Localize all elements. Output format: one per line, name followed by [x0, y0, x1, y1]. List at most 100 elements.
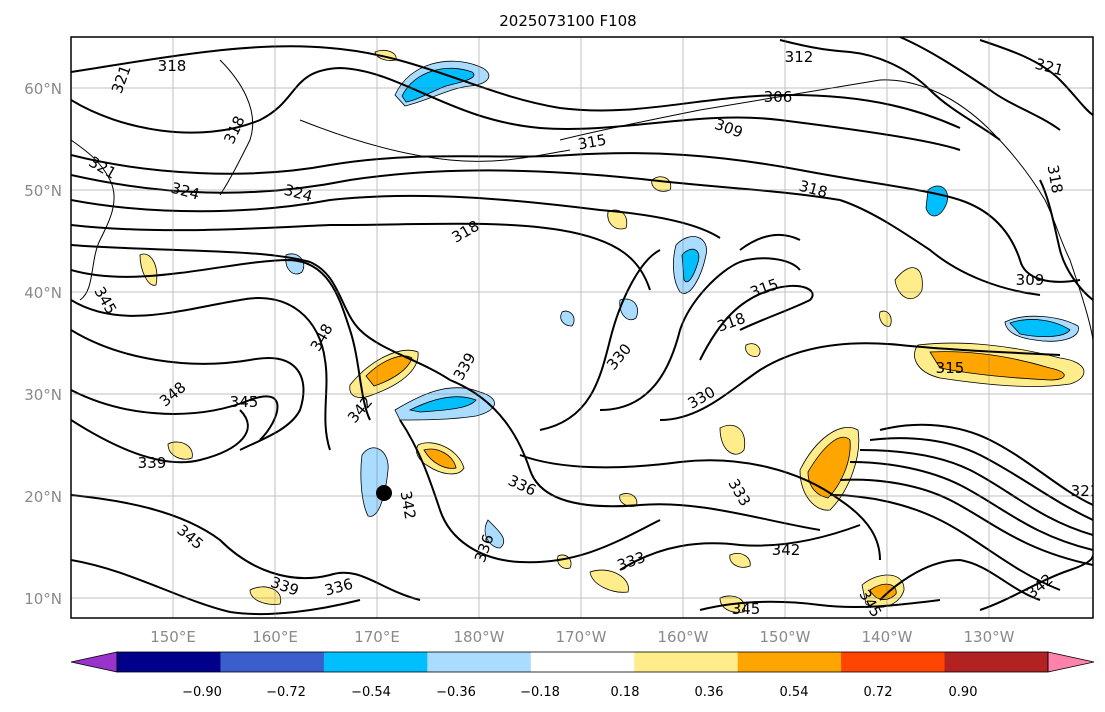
orange-patch-140w-core	[869, 583, 897, 600]
contour-line	[399, 419, 661, 564]
colorbar-tick-label: 0.18	[611, 685, 640, 700]
contour-line	[599, 257, 801, 411]
colorbar-extend-high	[1047, 651, 1095, 673]
cyan-core-bering	[401, 67, 475, 103]
colorbar	[70, 651, 1095, 673]
contour-line	[539, 249, 661, 431]
contour-line	[71, 329, 305, 451]
contour-line	[619, 524, 861, 571]
map-area	[71, 37, 1093, 618]
contour-line	[449, 379, 821, 531]
map-frame	[70, 36, 1094, 619]
contour-label: 315	[936, 359, 965, 377]
yellow-patch-7	[249, 586, 282, 605]
contour-label: 342	[772, 541, 801, 559]
contour-line	[959, 199, 1081, 283]
contour-line	[779, 39, 1001, 141]
orange-patch-subtrop-core	[807, 436, 851, 499]
colorbar-tick-label: 0.54	[780, 685, 809, 700]
contour-line	[829, 494, 1061, 591]
map-title: 2025073100 F108	[499, 12, 636, 30]
lon-label: 150°E	[150, 628, 196, 646]
colorbar-segment	[841, 652, 946, 672]
lon-tick-labels: 150°E 160°E 170°E 180°W 170°W 160°W 150°…	[150, 628, 1014, 646]
contour-line	[71, 494, 421, 601]
contour-line	[71, 152, 961, 201]
blue-band-core	[408, 396, 477, 413]
yellow-patch-14	[879, 310, 892, 327]
contour-line	[1039, 179, 1093, 301]
graticule	[71, 37, 1093, 618]
storm-center-marker	[376, 485, 392, 501]
lat-label: 20°N	[24, 488, 62, 506]
lat-label: 30°N	[24, 386, 62, 404]
contour-label: 306	[764, 88, 793, 106]
colorbar-tick-label: −0.36	[436, 685, 476, 700]
yellow-patch-1	[139, 253, 158, 286]
contour-line	[71, 66, 961, 151]
contour-line	[839, 199, 1041, 296]
contour-label: 342	[397, 489, 420, 520]
contour-label: 309	[1016, 271, 1045, 289]
coastline-asia	[71, 139, 115, 301]
contour-label: 345	[230, 393, 259, 411]
lon-label: 160°W	[658, 628, 709, 646]
blue-patch-small-2	[484, 519, 505, 549]
yellow-patch-8	[607, 209, 628, 230]
yellow-patch-13	[745, 343, 761, 357]
colorbar-segment	[530, 652, 635, 672]
lon-label: 170°W	[556, 628, 607, 646]
contour-line	[879, 423, 1093, 506]
coastline-alaska	[559, 79, 991, 141]
contour-label: 339	[138, 454, 167, 472]
yellow-patch-4	[167, 441, 193, 460]
yellow-patch-2	[894, 267, 923, 300]
orange-patch-dateline-core	[365, 355, 413, 387]
contour-line	[839, 478, 1093, 566]
shaded-anomaly-layer	[139, 50, 1085, 613]
colorbar-segment	[117, 652, 221, 672]
contour-line	[659, 342, 1061, 421]
lat-label: 10°N	[24, 590, 62, 608]
coastline-aleutians	[299, 119, 571, 162]
contour-line	[869, 437, 1093, 521]
contour-line	[739, 233, 801, 251]
colorbar-segment	[944, 652, 1049, 672]
colorbar-segment	[634, 652, 739, 672]
contour-line	[71, 389, 279, 441]
contour-line	[71, 297, 331, 451]
contour-line	[71, 194, 721, 239]
blue-patch-small-1	[619, 298, 638, 321]
coastline-kamchatka	[219, 59, 254, 196]
contour-label: 318	[1044, 163, 1067, 194]
contour-line	[699, 599, 941, 611]
colorbar-segment	[220, 652, 325, 672]
contour-line	[71, 45, 961, 129]
colorbar-segment	[427, 652, 532, 672]
contour-label: 321	[1071, 482, 1100, 500]
lon-label: 130°W	[964, 628, 1015, 646]
colorbar-tick-labels: −0.90 −0.72 −0.54 −0.36 −0.18 0.18 0.36 …	[182, 685, 977, 700]
colorbar-segment	[323, 652, 428, 672]
yellow-patch-5	[589, 569, 629, 593]
contour-line	[699, 284, 814, 361]
colorbar-tick-label: 0.90	[949, 685, 978, 700]
lat-label: 40°N	[24, 284, 62, 302]
contour-line	[71, 258, 371, 421]
contour-label: 312	[785, 48, 814, 66]
lat-label: 60°N	[24, 80, 62, 98]
contour-label: 318	[158, 57, 187, 75]
yellow-patch-10	[729, 553, 751, 568]
lon-label: 180°W	[454, 628, 505, 646]
lat-label: 50°N	[24, 182, 62, 200]
cyan-core-midpac	[681, 248, 700, 283]
contour-line	[519, 454, 881, 561]
lon-label: 170°E	[354, 628, 400, 646]
colorbar-segment	[737, 652, 842, 672]
contour-label: 345	[732, 600, 761, 618]
contour-line	[979, 554, 1093, 611]
blue-patch-small-3	[560, 310, 575, 327]
contour-line	[899, 37, 1061, 131]
contour-lines	[71, 37, 1093, 616]
